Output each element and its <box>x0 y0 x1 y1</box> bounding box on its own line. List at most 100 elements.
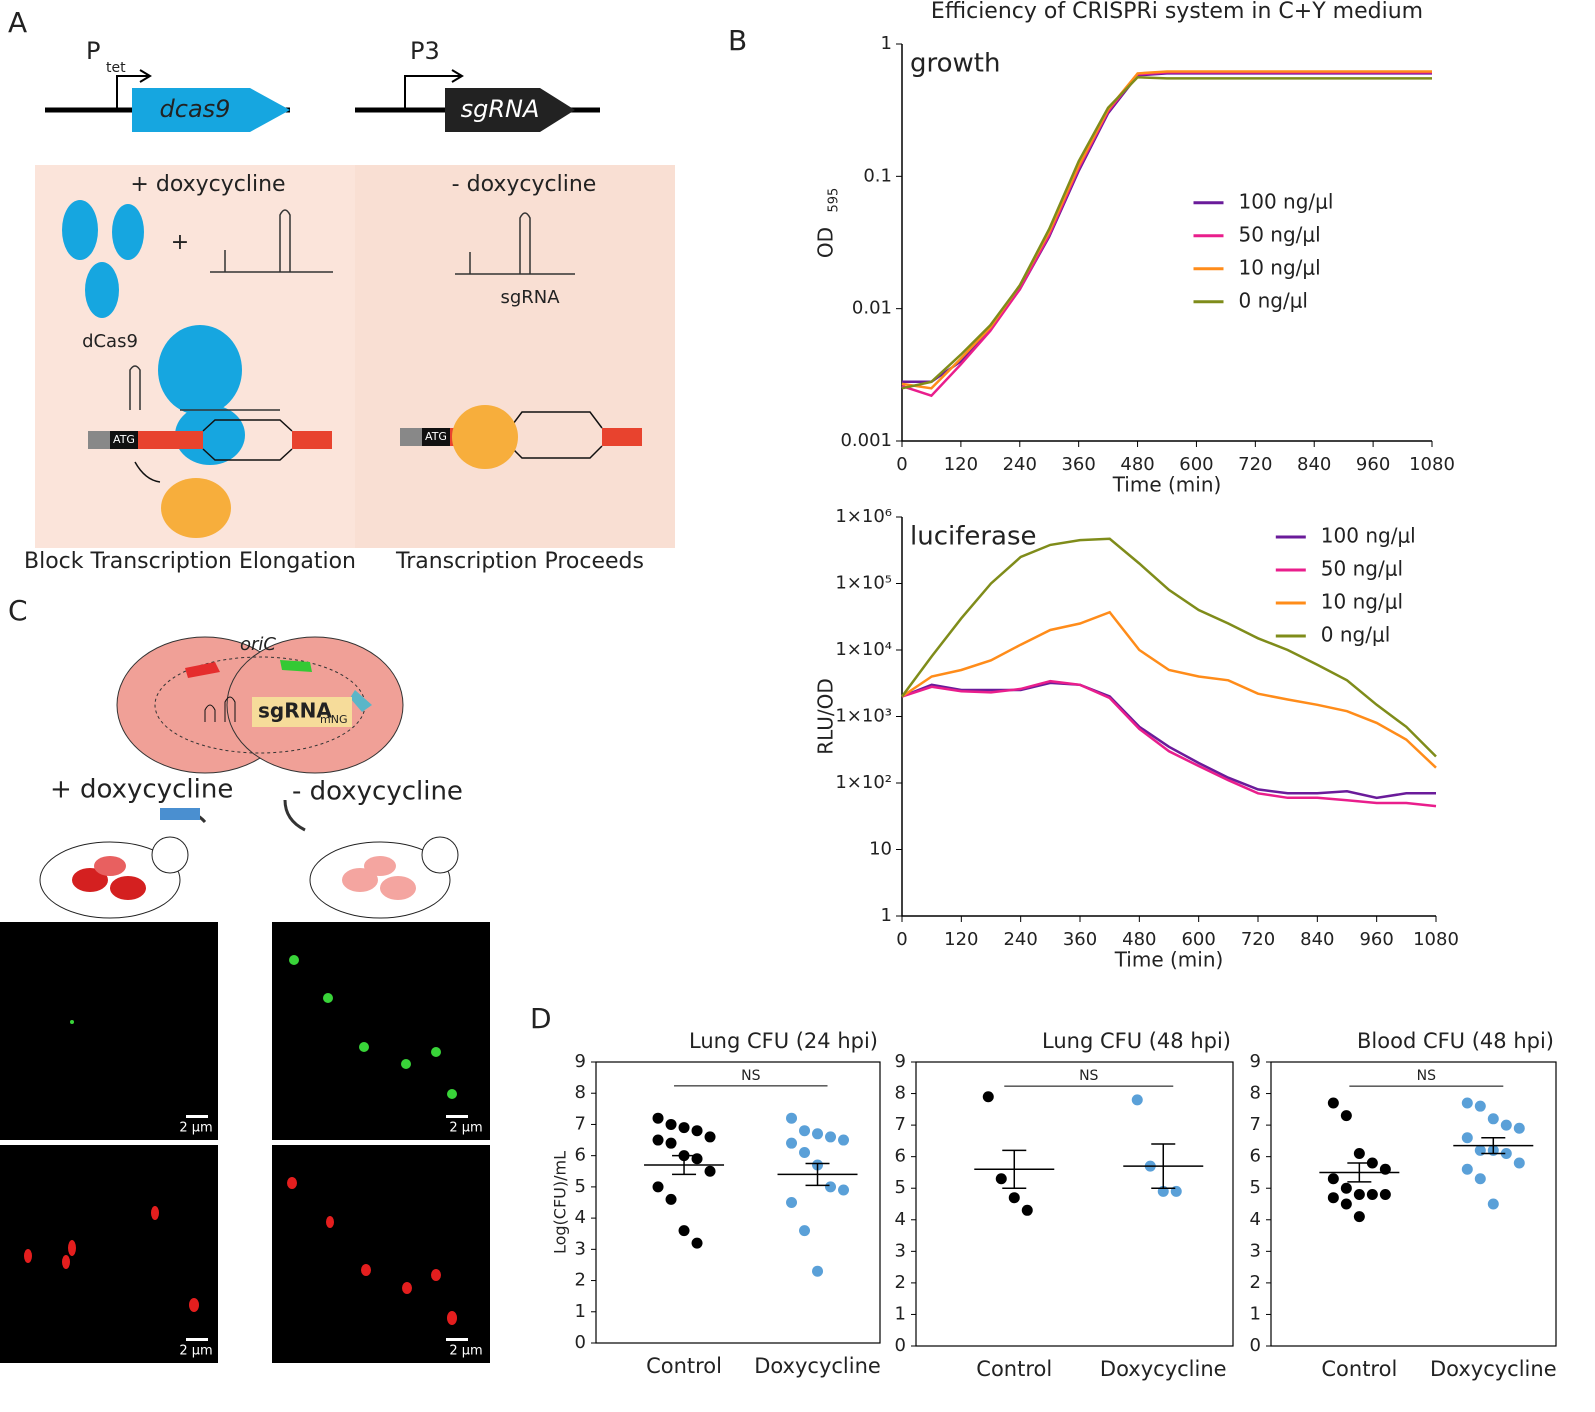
data-point <box>1327 1097 1339 1109</box>
error-bar <box>1002 1149 1027 1189</box>
chart-title: Lung CFU (24 hpi) <box>689 1029 878 1053</box>
legend-label: 100 ng/μl <box>1321 524 1416 548</box>
series-line <box>901 610 1437 769</box>
y-tick-label: 7 <box>575 1113 586 1134</box>
x-tick-label: 600 <box>1181 929 1215 950</box>
data-point <box>982 1091 994 1103</box>
x-tick-label: Control <box>976 1357 1052 1381</box>
x-tick-label: 840 <box>1300 929 1334 950</box>
data-point <box>1379 1189 1391 1201</box>
x-tick-label: 960 <box>1359 929 1393 950</box>
construct-sgrna: P3 sgRNA <box>355 37 600 132</box>
series-line <box>901 70 1432 390</box>
panel-label: D <box>530 1002 552 1035</box>
dcas9-proteins <box>62 200 144 318</box>
data-point <box>665 1137 677 1149</box>
y-tick-label: 0.1 <box>863 165 892 186</box>
promoter-label: P3 <box>410 37 440 65</box>
y-axis-label: RLU/OD <box>814 678 838 755</box>
data-point <box>652 1181 664 1193</box>
x-axis-label: Time (min) <box>1112 473 1222 497</box>
data-point <box>1340 1198 1352 1210</box>
data-point <box>995 1173 1007 1185</box>
data-point <box>1500 1148 1512 1160</box>
data-point <box>1474 1173 1486 1185</box>
data-point <box>786 1197 798 1208</box>
x-tick-label: 360 <box>1063 929 1097 950</box>
data-point <box>678 1225 690 1237</box>
panel-annotation: luciferase <box>910 522 1037 552</box>
caption: Transcription Proceeds <box>395 549 644 574</box>
data-point <box>652 1134 664 1146</box>
y-tick-label: 8 <box>1250 1083 1261 1104</box>
panel-label: A <box>8 6 27 39</box>
y-tick-label: 9 <box>895 1051 906 1072</box>
legend-label: 50 ng/μl <box>1321 557 1403 581</box>
data-point <box>1353 1189 1365 1201</box>
significance-label: NS <box>1079 1068 1098 1084</box>
y-tick-label: 4 <box>575 1207 586 1228</box>
gene-label: sgRNA <box>461 95 540 123</box>
data-point <box>704 1131 716 1143</box>
plot-frame <box>1270 1061 1557 1347</box>
data-point <box>786 1112 798 1124</box>
data-point <box>652 1112 664 1124</box>
y-tick-label: 6 <box>575 1145 586 1166</box>
y-tick-label: 3 <box>575 1238 586 1259</box>
series-line <box>900 537 1437 758</box>
data-point <box>678 1122 690 1134</box>
x-tick-label: 480 <box>1122 929 1156 950</box>
y-tick-label: 1 <box>895 1303 906 1324</box>
error-bar <box>1481 1136 1506 1155</box>
legend-label: 0 ng/μl <box>1321 623 1390 647</box>
series-line <box>901 681 1436 800</box>
data-point <box>1487 1113 1499 1125</box>
x-tick-label: 480 <box>1120 454 1154 475</box>
data-point <box>838 1184 850 1196</box>
panel-annotation: growth <box>910 49 1000 79</box>
micrographs <box>0 922 490 1363</box>
x-tick-label: 1080 <box>1413 929 1459 950</box>
y-axis-label: Log(CFU)/mL <box>551 1151 570 1254</box>
error-bar <box>1151 1143 1176 1189</box>
legend-label: 0 ng/μl <box>1239 288 1308 312</box>
scale-bar-label: 2 µm <box>179 1344 212 1359</box>
data-point <box>704 1165 716 1177</box>
atg-label: ATG <box>425 430 447 443</box>
x-tick-label: Doxycycline <box>754 1354 881 1378</box>
mice <box>39 799 459 919</box>
legend-label: 100 ng/μl <box>1239 189 1334 213</box>
x-tick-label: Doxycycline <box>1100 1357 1227 1381</box>
data-point <box>1353 1148 1365 1160</box>
x-tick-label: 0 <box>896 454 907 475</box>
axis <box>901 44 1432 442</box>
construct-dcas9: P tet dcas9 <box>45 37 290 132</box>
data-point <box>665 1118 677 1130</box>
y-tick-label: 3 <box>1250 1240 1261 1261</box>
data-point <box>799 1125 811 1137</box>
plot-frame <box>915 1061 1234 1347</box>
promoter-label: P <box>86 37 100 65</box>
y-tick-label: 3 <box>895 1240 906 1261</box>
data-point <box>825 1181 837 1193</box>
condition-title: - doxycycline <box>452 172 597 197</box>
scale-bar-label: 2 µm <box>449 1344 482 1359</box>
y-tick-label: 10 <box>869 839 892 860</box>
series-line <box>901 76 1432 390</box>
error-bar <box>1347 1162 1372 1183</box>
y-tick-label: 6 <box>895 1146 906 1167</box>
data-point <box>1474 1100 1486 1112</box>
plus-sign: + <box>171 230 189 255</box>
data-point <box>799 1225 811 1237</box>
data-point <box>1327 1173 1339 1185</box>
data-point <box>799 1147 811 1159</box>
sgrna-icon <box>455 212 575 275</box>
x-tick-label: Doxycycline <box>1430 1357 1557 1381</box>
legend-label: 10 ng/μl <box>1239 255 1321 279</box>
y-tick-label: 7 <box>1250 1114 1261 1135</box>
data-point <box>812 1128 824 1140</box>
error-bar <box>672 1154 697 1176</box>
y-tick-label: 2 <box>1250 1272 1261 1293</box>
